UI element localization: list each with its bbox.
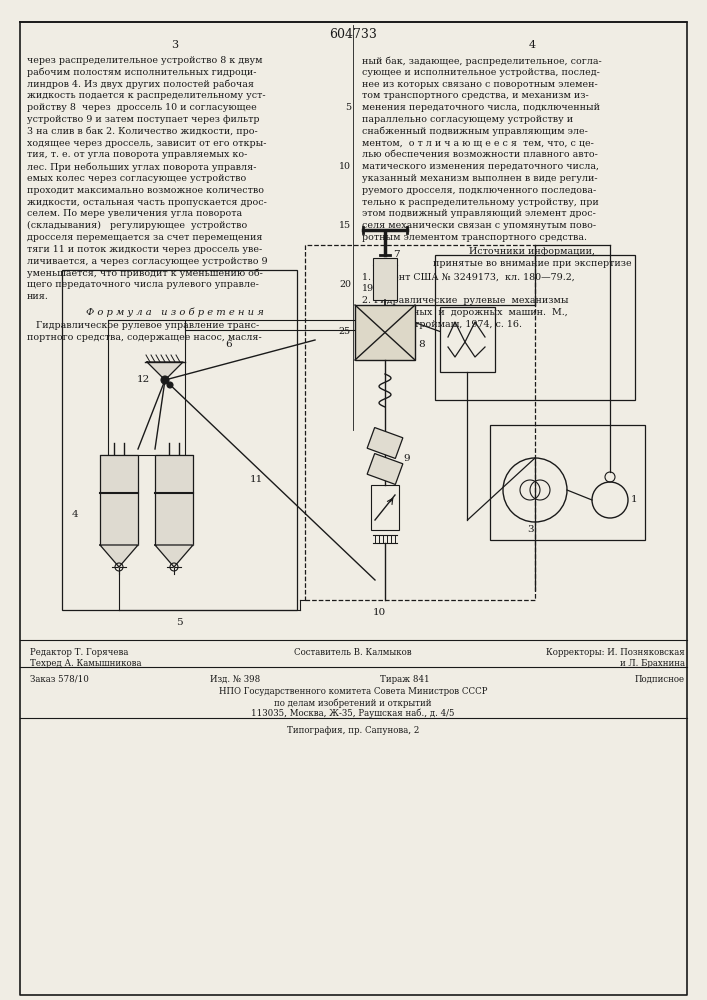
Text: 10: 10 [339,162,351,171]
Bar [62,270,297,610]
Text: рабочим полостям исполнительных гидроци-: рабочим полостям исполнительных гидроци- [27,68,257,77]
Text: 5: 5 [345,103,351,112]
Text: лью обеспечения возможности плавного авто-: лью обеспечения возможности плавного авт… [362,150,598,159]
Text: линдров 4. Из двух других полостей рабочая: линдров 4. Из двух других полостей рабоч… [27,80,254,89]
Text: тия, т. е. от угла поворота управляемых ко-: тия, т. е. от угла поворота управляемых … [27,150,247,159]
Text: Тираж 841: Тираж 841 [380,675,430,684]
Bar [490,425,645,540]
Text: селем. По мере увеличения угла поворота: селем. По мере увеличения угла поворота [27,209,242,218]
Text: 15: 15 [339,221,351,230]
Text: руемого дросселя, подключенного последова-: руемого дросселя, подключенного последов… [362,186,596,195]
Text: 4: 4 [528,40,536,50]
Text: 1. Патент США № 3249173,  кл. 180—79.2,: 1. Патент США № 3249173, кл. 180—79.2, [362,272,575,281]
Text: селя механически связан с упомянутым пово-: селя механически связан с упомянутым пов… [362,221,596,230]
Polygon shape [147,362,183,380]
Text: (складывания)   регулирующее  устройство: (складывания) регулирующее устройство [27,221,247,230]
Text: Техред А. Камышникова: Техред А. Камышникова [30,659,141,668]
Text: 6: 6 [225,340,232,349]
Text: ния.: ния. [27,292,49,301]
Text: том транспортного средства, и механизм из-: том транспортного средства, и механизм и… [362,91,589,100]
Text: 113035, Москва, Ж-35, Раушская наб., д. 4/5: 113035, Москва, Ж-35, Раушская наб., д. … [251,709,455,718]
Text: тельно к распределительному устройству, при: тельно к распределительному устройству, … [362,198,599,207]
Polygon shape [100,545,138,567]
Text: 3: 3 [527,525,534,534]
Text: ЦНИИТЭстроймаш, 1974, с. 16.: ЦНИИТЭстроймаш, 1974, с. 16. [362,320,522,329]
Text: 7: 7 [393,250,399,259]
Text: параллельно согласующему устройству и: параллельно согласующему устройству и [362,115,573,124]
Bar [371,485,399,530]
Bar [355,305,415,360]
Text: емых колес через согласующее устройство: емых колес через согласующее устройство [27,174,246,183]
Text: и Л. Брахнина: и Л. Брахнина [620,659,685,668]
Text: Корректоры: И. Позняковская: Корректоры: И. Позняковская [547,648,685,657]
Circle shape [161,376,169,384]
Text: нее из которых связано с поворотным элемен-: нее из которых связано с поворотным элем… [362,80,597,89]
Text: ментом,  о т л и ч а ю щ е е с я  тем, что, с це-: ментом, о т л и ч а ю щ е е с я тем, что… [362,139,594,148]
Text: указанный механизм выполнен в виде регули-: указанный механизм выполнен в виде регул… [362,174,597,183]
Polygon shape [155,545,193,567]
Text: сующее и исполнительное устройства, послед-: сующее и исполнительное устройства, посл… [362,68,600,77]
Bar [435,255,635,400]
Text: 9: 9 [403,454,409,463]
Bar [35,235,685,630]
Text: дросселя перемещается за счет перемещения: дросселя перемещается за счет перемещени… [27,233,262,242]
Text: 10: 10 [373,608,385,617]
Text: Изд. № 398: Изд. № 398 [210,675,260,684]
Text: ротным элементом транспортного средства.: ротным элементом транспортного средства. [362,233,587,242]
Text: менения передаточного числа, подключенный: менения передаточного числа, подключенны… [362,103,600,112]
Text: 8: 8 [418,340,425,349]
Text: этом подвижный управляющий элемент дрос-: этом подвижный управляющий элемент дрос- [362,209,596,218]
Text: Типография, пр. Сапунова, 2: Типография, пр. Сапунова, 2 [287,726,419,735]
Circle shape [167,382,173,388]
Text: снабженный подвижным управляющим эле-: снабженный подвижным управляющим эле- [362,127,588,136]
Text: жидкости, остальная часть пропускается дрос-: жидкости, остальная часть пропускается д… [27,198,267,207]
Text: тяги 11 и поток жидкости через дроссель уве-: тяги 11 и поток жидкости через дроссель … [27,245,262,254]
Text: Подписное: Подписное [635,675,685,684]
Text: ходящее через дроссель, зависит от его откры-: ходящее через дроссель, зависит от его о… [27,139,267,148]
Text: принятые во внимание при экспертизе: принятые во внимание при экспертизе [433,259,631,268]
Text: 20: 20 [339,280,351,289]
Text: уменьшается, что приводит к уменьшению об-: уменьшается, что приводит к уменьшению о… [27,268,263,278]
Text: лес. При небольших углах поворота управля-: лес. При небольших углах поворота управл… [27,162,257,172]
Text: 2. Гидравлические  рулевые  механизмы: 2. Гидравлические рулевые механизмы [362,296,568,305]
Text: ный бак, задающее, распределительное, согла-: ный бак, задающее, распределительное, со… [362,56,602,66]
Text: жидкость подается к распределительному уст-: жидкость подается к распределительному у… [27,91,266,100]
Text: 5: 5 [176,618,183,627]
Text: личивается, а через согласующее устройство 9: личивается, а через согласующее устройст… [27,257,268,266]
Text: ройству 8  через  дроссель 10 и согласующее: ройству 8 через дроссель 10 и согласующе… [27,103,257,112]
Text: Заказ 578/10: Заказ 578/10 [30,675,89,684]
Text: НПО Государственного комитета Совета Министров СССР: НПО Государственного комитета Совета Мин… [218,687,487,696]
Text: по делам изобретений и открытий: по делам изобретений и открытий [274,698,432,708]
Bar [305,245,535,600]
Text: устройство 9 и затем поступает через фильтр: устройство 9 и затем поступает через фил… [27,115,259,124]
Text: щего передаточного числа рулевого управле-: щего передаточного числа рулевого управл… [27,280,259,289]
Text: 1: 1 [631,495,638,504]
Text: Гидравлическое рулевое управление транс-: Гидравлическое рулевое управление транс- [27,321,259,330]
Text: строительных  и  дорожных  машин.  М.,: строительных и дорожных машин. М., [362,308,568,317]
Bar [440,307,495,372]
Text: Редактор Т. Горячева: Редактор Т. Горячева [30,648,129,657]
Text: 3 на слив в бак 2. Количество жидкости, про-: 3 на слив в бак 2. Количество жидкости, … [27,127,258,136]
Text: Ф о р м у л а   и з о б р е т е н и я: Ф о р м у л а и з о б р е т е н и я [86,308,264,317]
Text: 3: 3 [171,40,179,50]
Text: 604733: 604733 [329,27,377,40]
Bar [373,258,397,300]
Bar [367,454,403,484]
Bar [155,455,193,545]
Text: проходит максимально возможное количество: проходит максимально возможное количеств… [27,186,264,195]
Text: матического изменения передаточного числа,: матического изменения передаточного числ… [362,162,599,171]
Text: 25: 25 [339,327,351,336]
Text: 12: 12 [137,375,151,384]
Text: Составитель В. Калмыков: Составитель В. Калмыков [294,648,411,657]
Text: 11: 11 [250,475,263,484]
Text: Источники информации,: Источники информации, [469,247,595,256]
Text: 4: 4 [72,510,78,519]
Bar [100,455,138,545]
Text: через распределительное устройство 8 к двум: через распределительное устройство 8 к д… [27,56,262,65]
Text: 1970.: 1970. [362,284,389,293]
Text: портного средства, содержащее насос, масля-: портного средства, содержащее насос, мас… [27,333,262,342]
Bar [367,428,403,458]
